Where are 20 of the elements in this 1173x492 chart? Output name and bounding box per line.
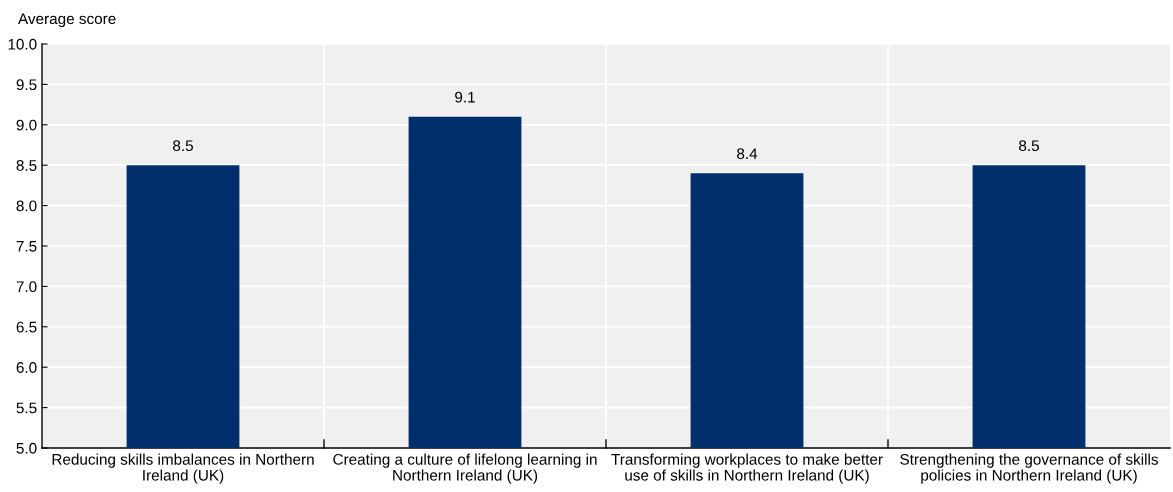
y-tick-label: 5.5 — [16, 402, 37, 414]
data-label: 9.1 — [455, 91, 475, 103]
y-tick-label: 10.0 — [8, 38, 37, 50]
data-label: 8.5 — [1019, 140, 1039, 152]
x-tick-label: Reducing skills imbalances in Northern Ireland (UK) — [52, 453, 314, 484]
y-tick-label: 7.0 — [16, 281, 37, 293]
y-tick-label: 9.5 — [16, 79, 37, 91]
y-tick-label: 9.0 — [16, 119, 37, 131]
data-label: 8.4 — [737, 148, 758, 160]
y-axis-title: Average score — [18, 13, 116, 28]
y-tick-label: 6.5 — [16, 321, 37, 333]
x-tick-label: Strengthening the governance of skills policies in Northern Ireland (UK) — [900, 453, 1158, 484]
x-tick-label: Creating a culture of lifelong learning in Northern Ireland (UK) — [333, 453, 597, 484]
y-tick-label: 8.0 — [16, 200, 37, 212]
y-tick-label: 6.0 — [16, 362, 37, 373]
y-tick-label: 8.5 — [16, 160, 37, 171]
data-label: 8.5 — [173, 140, 193, 152]
y-tick-label: 7.5 — [16, 241, 37, 252]
y-tick-label: 5.0 — [16, 442, 37, 454]
x-tick-label: Transforming workplaces to make better use of skills in Northern Ireland (UK) — [611, 453, 883, 484]
